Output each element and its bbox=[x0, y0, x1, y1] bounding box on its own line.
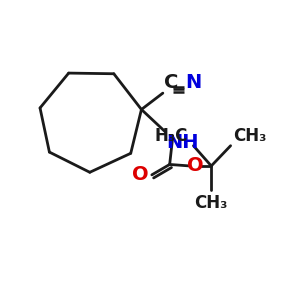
Text: N: N bbox=[185, 73, 202, 92]
Text: H₃C: H₃C bbox=[155, 127, 188, 145]
Text: CH₃: CH₃ bbox=[195, 194, 228, 211]
Text: O: O bbox=[187, 156, 203, 176]
Text: CH₃: CH₃ bbox=[234, 127, 267, 145]
Text: C: C bbox=[164, 73, 178, 92]
Text: O: O bbox=[132, 165, 148, 184]
Text: NH: NH bbox=[167, 133, 199, 152]
